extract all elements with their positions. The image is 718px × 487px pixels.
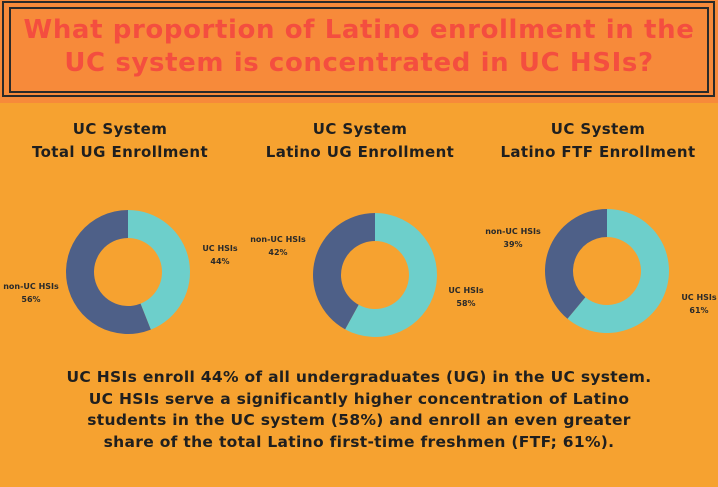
slice-uc-hsis: [567, 209, 669, 333]
header-banner: What proportion of Latino enrollment in …: [0, 0, 718, 103]
page-title: What proportion of Latino enrollment in …: [0, 14, 718, 80]
header-frame-outer: [2, 1, 715, 97]
label-uc-hsis-value: 61%: [689, 306, 708, 315]
chart-title-line-2: Total UG Enrollment: [31, 143, 209, 161]
label-non-uc-hsis-name: non-UC HSIs: [485, 227, 541, 236]
chart-title: UC System Total UG Enrollment: [0, 118, 240, 164]
page-title-line-2: UC system is concentrated in UC HSIs?: [64, 48, 654, 78]
chart-title-line-2: Latino UG Enrollment: [265, 143, 455, 161]
label-non-uc-hsis-value: 39%: [503, 240, 522, 249]
summary-line-2: UC HSIs serve a significantly higher con…: [88, 389, 630, 408]
label-uc-hsis-name: UC HSIs: [681, 293, 717, 302]
chart-total-ug: UC System Total UG Enrollment UC HSIs 44…: [0, 118, 240, 348]
chart-title: UC System Latino FTF Enrollment: [478, 118, 718, 164]
chart-latino-ftf: UC System Latino FTF Enrollment UC HSIs …: [478, 118, 718, 348]
label-uc-hsis-name: UC HSIs: [202, 244, 238, 253]
donut-chart-latino-ug: UC HSIs 58% non-UC HSIs 42%: [250, 213, 484, 337]
header-frame-inner: [9, 7, 709, 93]
chart-title-line-1: UC System: [550, 120, 646, 138]
chart-title-line-2: Latino FTF Enrollment: [500, 143, 696, 161]
slice-uc-hsis: [128, 210, 190, 330]
summary-line-1: UC HSIs enroll 44% of all undergraduates…: [66, 368, 652, 386]
label-uc-hsis-value: 44%: [210, 257, 229, 266]
label-uc-hsis-value: 58%: [456, 299, 475, 308]
slice-uc-hsis: [345, 213, 437, 337]
label-uc-hsis-name: UC HSIs: [448, 286, 484, 295]
donut-chart-latino-ftf: UC HSIs 61% non-UC HSIs 39%: [485, 209, 717, 333]
slice-non-uc-hsis: [313, 213, 375, 330]
page-title-line-1: What proportion of Latino enrollment in …: [23, 15, 695, 45]
summary-line-3: students in the UC system (58%) and enro…: [87, 411, 631, 429]
slice-non-uc-hsis: [65, 210, 151, 334]
chart-latino-ug: UC System Latino UG Enrollment UC HSIs 5…: [240, 118, 484, 348]
chart-title-line-1: UC System: [312, 120, 408, 138]
donut-chart-total-ug: UC HSIs 44% non-UC HSIs 56%: [3, 210, 238, 334]
label-non-uc-hsis-name: non-UC HSIs: [3, 282, 59, 291]
chart-title: UC System Latino UG Enrollment: [240, 118, 480, 164]
chart-title-line-1: UC System: [72, 120, 168, 138]
label-non-uc-hsis-value: 56%: [21, 295, 40, 304]
label-non-uc-hsis-name: non-UC HSIs: [250, 235, 306, 244]
summary-text: UC HSIs enroll 44% of all undergraduates…: [0, 367, 718, 453]
summary-line-4: share of the total Latino first-time fre…: [103, 432, 615, 451]
label-non-uc-hsis-value: 42%: [268, 248, 287, 257]
slice-non-uc-hsis: [545, 209, 607, 319]
